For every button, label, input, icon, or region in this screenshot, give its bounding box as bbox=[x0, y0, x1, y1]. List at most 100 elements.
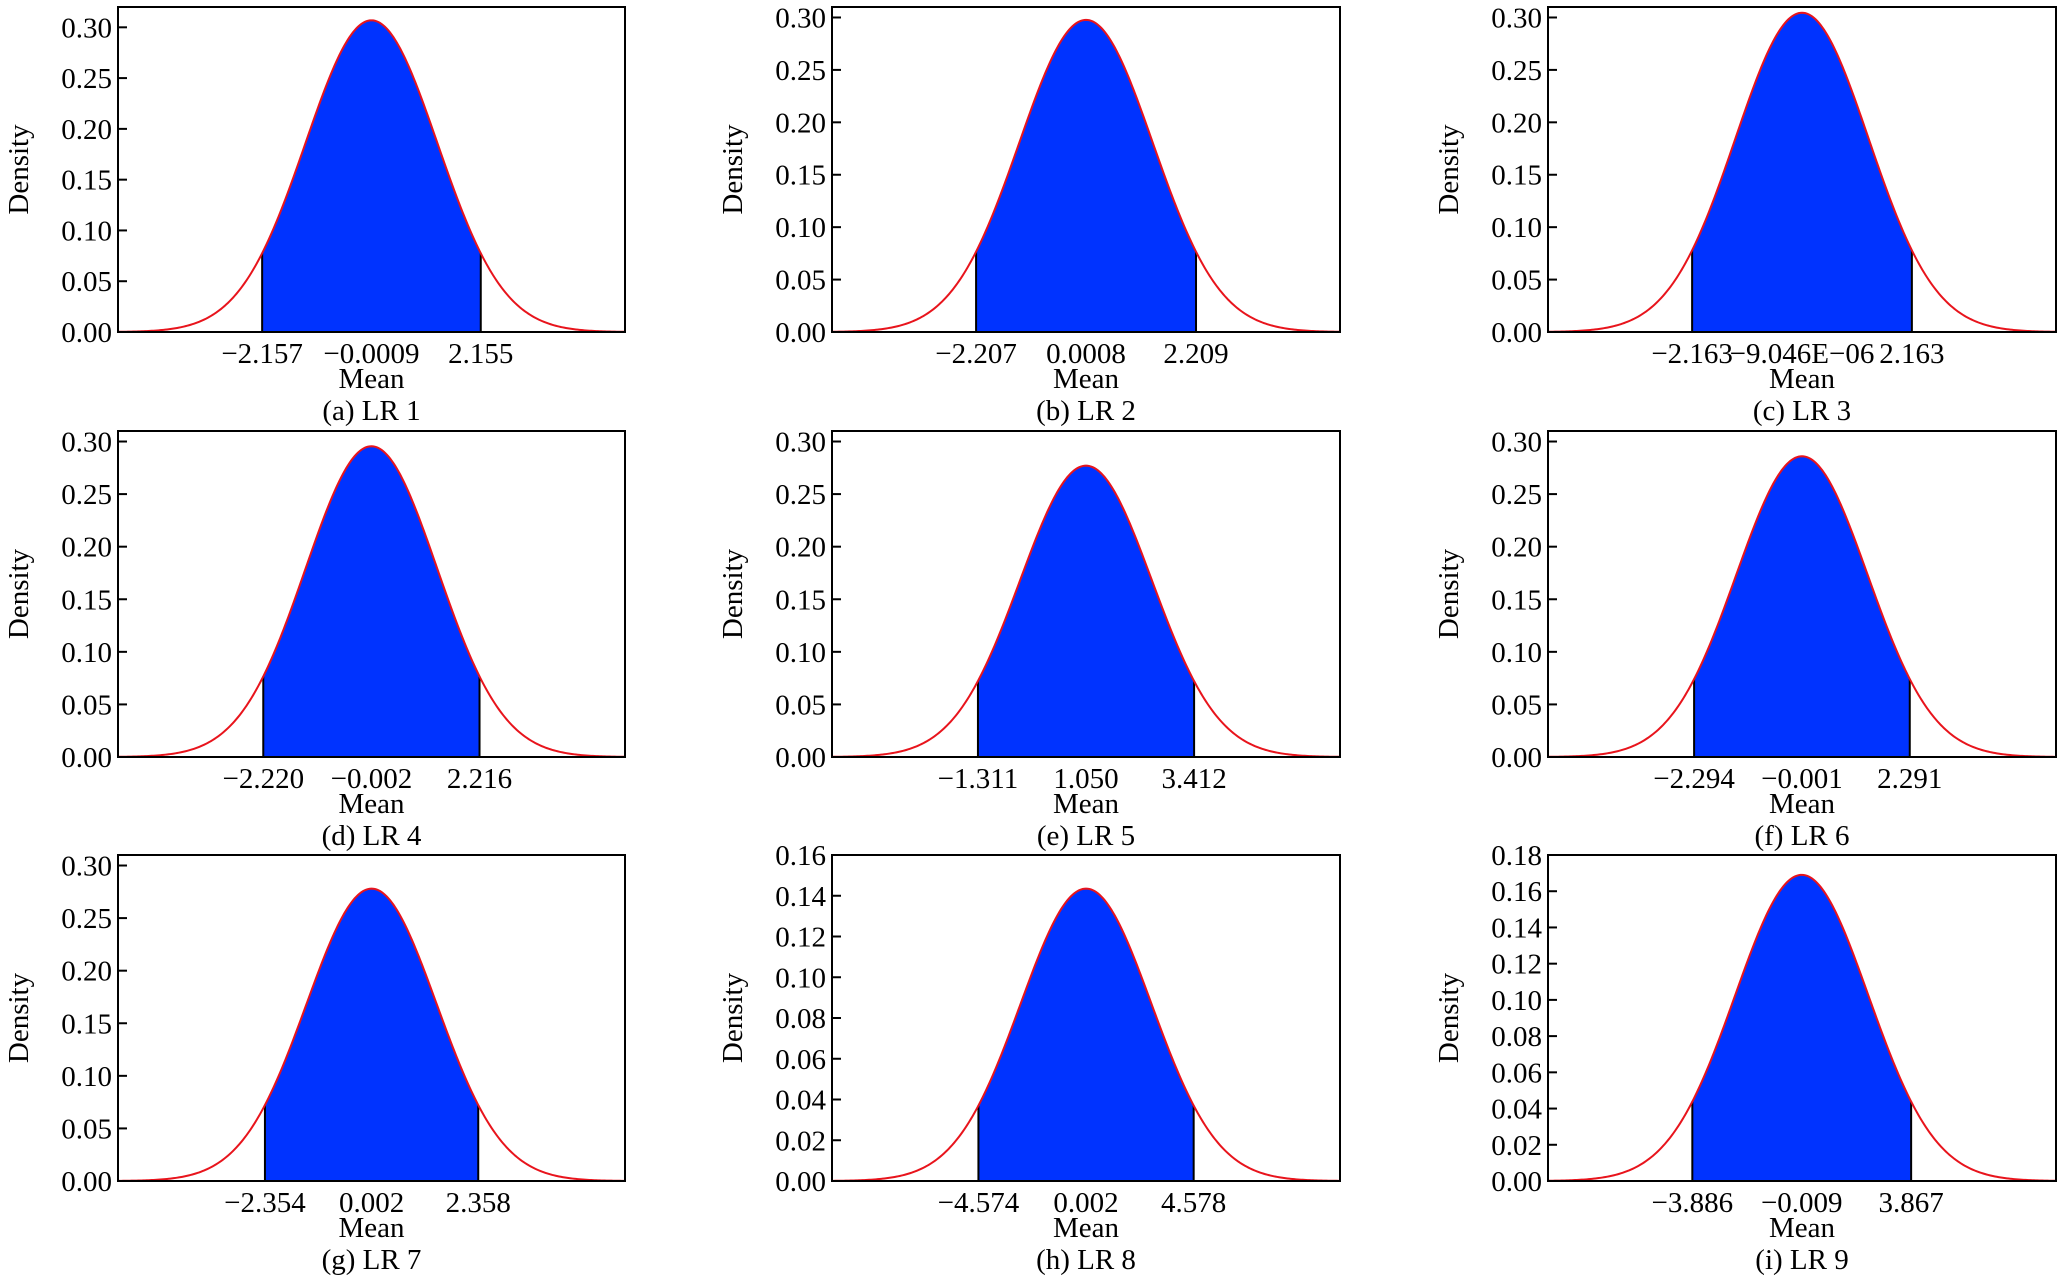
panel-caption: (g) LR 7 bbox=[322, 1244, 422, 1276]
y-axis-label: Density bbox=[3, 548, 35, 639]
density-curve bbox=[1547, 455, 2057, 758]
y-tick-label: 0.20 bbox=[1491, 107, 1542, 139]
confidence-area bbox=[264, 888, 479, 1181]
y-tick-label: 0.05 bbox=[61, 1113, 112, 1145]
mean-label: −0.009 bbox=[1761, 1187, 1843, 1219]
panel-caption: (f) LR 6 bbox=[1754, 820, 1849, 852]
y-axis-label: Density bbox=[3, 972, 35, 1063]
density-curve bbox=[831, 18, 1341, 333]
density-curve bbox=[1547, 11, 2057, 333]
y-tick-label: 0.15 bbox=[61, 1008, 112, 1040]
y-axis-label: Density bbox=[1433, 124, 1465, 215]
plot-frame bbox=[117, 854, 626, 1182]
y-tick-label: 0.04 bbox=[1491, 1094, 1542, 1126]
lower-bound-label: −2.294 bbox=[1653, 763, 1735, 795]
panel-caption: (d) LR 4 bbox=[322, 820, 422, 852]
upper-bound-label: 2.163 bbox=[1879, 338, 1944, 370]
y-tick-label: 0.16 bbox=[775, 840, 826, 872]
plot-frame bbox=[117, 430, 626, 758]
y-tick-label: 0.08 bbox=[1491, 1021, 1542, 1053]
y-tick-label: 0.15 bbox=[61, 165, 112, 197]
x-axis-label: Mean bbox=[1053, 1212, 1120, 1244]
density-panel: 0.00 0.02 0.04 0.06 0.08 0.10 0.12 0.14 0.16 0.18… bbox=[1433, 840, 2057, 1276]
y-tick-label: 0.20 bbox=[61, 114, 112, 146]
plot-frame bbox=[117, 6, 626, 333]
y-tick-label: 0.05 bbox=[1491, 689, 1542, 721]
density-curve bbox=[117, 887, 626, 1182]
density-panel: 0.00 0.02 0.04 0.06 0.08 0.10 0.12 0.14 0.16 −4.5… bbox=[717, 840, 1341, 1276]
plot-frame bbox=[831, 6, 1341, 333]
x-axis-label: Mean bbox=[338, 788, 405, 820]
y-tick-label: 0.20 bbox=[1491, 532, 1542, 564]
lower-bound-label: −2.157 bbox=[221, 338, 303, 370]
upper-bound-label: 2.209 bbox=[1163, 338, 1228, 370]
x-axis-label: Mean bbox=[1053, 788, 1120, 820]
confidence-area bbox=[977, 465, 1195, 757]
y-tick-label: 0.25 bbox=[61, 479, 112, 511]
y-tick-label: 0.06 bbox=[775, 1044, 826, 1076]
mean-label: 1.050 bbox=[1053, 763, 1118, 795]
mean-label: 0.0008 bbox=[1046, 338, 1126, 370]
density-panel: 0.00 0.05 0.10 0.15 0.20 0.25 0.30 −2.220 −0.002… bbox=[3, 427, 626, 852]
y-tick-label: 0.15 bbox=[775, 584, 826, 616]
y-tick-label: 0.00 bbox=[1491, 317, 1542, 349]
density-curve bbox=[831, 464, 1341, 758]
y-tick-label: 0.00 bbox=[61, 1166, 112, 1198]
y-tick-label: 0.25 bbox=[1491, 479, 1542, 511]
plot-frame bbox=[1547, 854, 2057, 1182]
confidence-area bbox=[1694, 456, 1910, 757]
upper-bound-label: 2.291 bbox=[1877, 763, 1942, 795]
panel-caption: (i) LR 9 bbox=[1755, 1244, 1848, 1276]
lower-bound-label: −1.311 bbox=[938, 763, 1019, 795]
lower-bound-label: −2.354 bbox=[224, 1187, 306, 1219]
y-axis-label: Density bbox=[1433, 548, 1465, 639]
confidence-area bbox=[1692, 12, 1912, 332]
density-panel: 0.00 0.05 0.10 0.15 0.20 0.25 0.30 −2.163−9.046… bbox=[1433, 2, 2057, 427]
y-tick-label: 0.30 bbox=[1491, 2, 1542, 34]
x-axis-label: Mean bbox=[338, 363, 405, 395]
confidence-area bbox=[976, 19, 1197, 332]
y-axis-label: Density bbox=[717, 972, 749, 1063]
y-tick-label: 0.02 bbox=[775, 1125, 826, 1157]
y-tick-label: 0.15 bbox=[775, 160, 826, 192]
panel-caption: (a) LR 1 bbox=[322, 395, 420, 427]
upper-bound-label: 2.216 bbox=[447, 763, 512, 795]
mean-label: 0.002 bbox=[339, 1187, 404, 1219]
y-tick-label: 0.00 bbox=[1491, 742, 1542, 774]
y-tick-label: 0.10 bbox=[775, 962, 826, 994]
y-tick-label: 0.10 bbox=[1491, 637, 1542, 669]
mean-label: 0.002 bbox=[1053, 1187, 1118, 1219]
y-tick-label: 0.00 bbox=[775, 1166, 826, 1198]
density-panel: 0.00 0.05 0.10 0.15 0.20 0.25 0.30 −1.311 1.050 3… bbox=[717, 427, 1341, 852]
x-axis-label: Mean bbox=[1769, 363, 1836, 395]
density-curve bbox=[1547, 873, 2057, 1182]
upper-bound-label: 2.155 bbox=[448, 338, 513, 370]
y-axis-label: Density bbox=[3, 124, 35, 215]
y-tick-label: 0.05 bbox=[61, 689, 112, 721]
y-tick-label: 0.20 bbox=[61, 532, 112, 564]
y-tick-label: 0.10 bbox=[61, 215, 112, 247]
y-tick-label: 0.05 bbox=[775, 265, 826, 297]
y-tick-label: 0.30 bbox=[61, 12, 112, 44]
mean-label: −0.001 bbox=[1761, 763, 1843, 795]
y-tick-label: 0.20 bbox=[775, 107, 826, 139]
x-axis-label: Mean bbox=[338, 1212, 405, 1244]
panel-caption: (h) LR 8 bbox=[1036, 1244, 1136, 1276]
y-tick-label: 0.04 bbox=[775, 1085, 826, 1117]
y-tick-label: 0.12 bbox=[775, 922, 826, 954]
y-tick-label: 0.25 bbox=[775, 479, 826, 511]
upper-bound-label: 2.358 bbox=[446, 1187, 511, 1219]
y-axis-label: Density bbox=[717, 124, 749, 215]
lower-bound-label: −2.207 bbox=[935, 338, 1017, 370]
y-tick-label: 0.15 bbox=[1491, 584, 1542, 616]
density-panel: 0.00 0.05 0.10 0.15 0.20 0.25 0.30 −2.354 0.002 2… bbox=[3, 851, 626, 1276]
mean-label: −0.002 bbox=[331, 763, 413, 795]
y-tick-label: 0.15 bbox=[1491, 160, 1542, 192]
upper-bound-label: 3.412 bbox=[1161, 763, 1226, 795]
y-tick-label: 0.20 bbox=[61, 956, 112, 988]
x-axis-label: Mean bbox=[1769, 1212, 1836, 1244]
y-tick-label: 0.00 bbox=[775, 742, 826, 774]
y-tick-label: 0.08 bbox=[775, 1003, 826, 1035]
y-tick-label: 0.00 bbox=[1491, 1166, 1542, 1198]
y-tick-label: 0.00 bbox=[775, 317, 826, 349]
